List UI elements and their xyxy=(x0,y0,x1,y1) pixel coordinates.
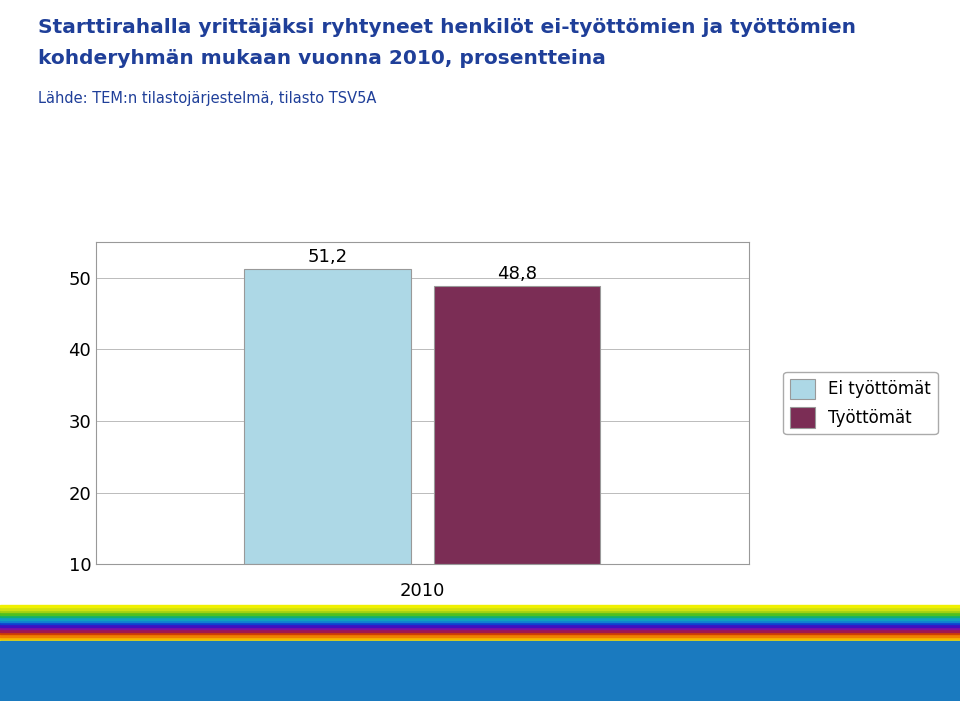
Text: Starttirahalla yrittäjäksi ryhtyneet henkilöt ei-työttömien ja työttömien: Starttirahalla yrittäjäksi ryhtyneet hen… xyxy=(38,18,856,36)
Text: 2010: 2010 xyxy=(399,583,445,600)
Bar xyxy=(245,269,411,564)
Text: Lähde: TEM:n tilastojärjestelmä, tilasto TSV5A: Lähde: TEM:n tilastojärjestelmä, tilasto… xyxy=(38,91,376,106)
Legend: Ei työttömät, Työttömät: Ei työttömät, Työttömät xyxy=(783,372,938,434)
Text: 48,8: 48,8 xyxy=(497,266,538,283)
Text: kohderyhmän mukaan vuonna 2010, prosentteina: kohderyhmän mukaan vuonna 2010, prosentt… xyxy=(38,49,607,68)
Text: 51,2: 51,2 xyxy=(307,248,348,266)
Bar xyxy=(434,286,600,564)
